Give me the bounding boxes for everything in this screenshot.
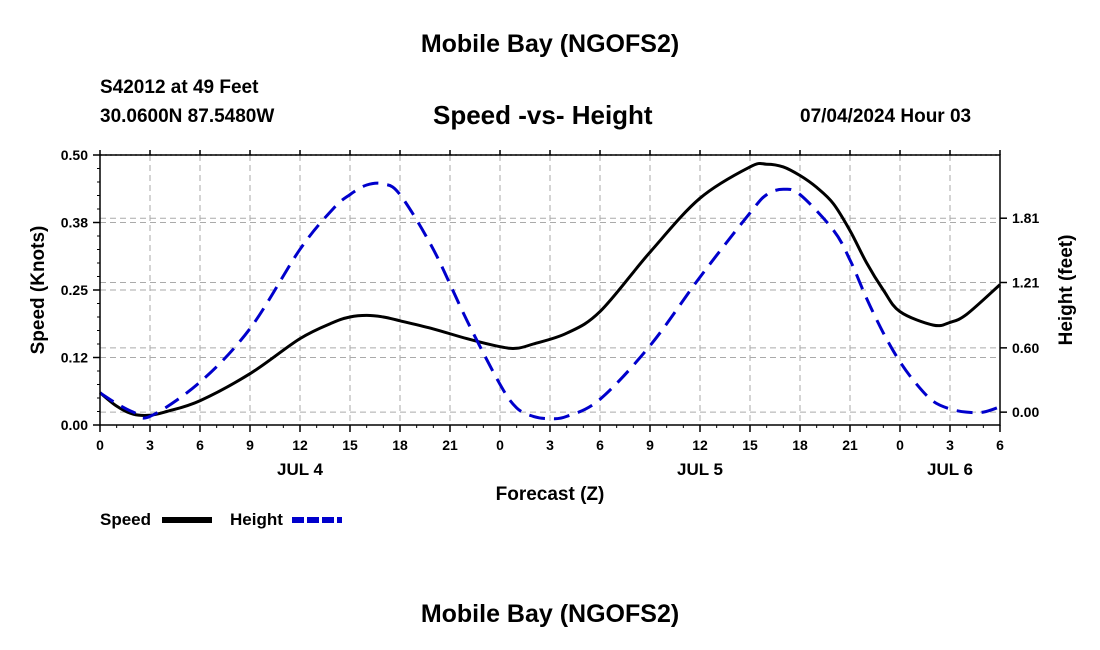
y-tick-label: 0.00 [61, 417, 88, 433]
x-tick-label: 18 [792, 437, 808, 453]
footer-title: Mobile Bay (NGOFS2) [420, 600, 680, 628]
tick-labels: 0 3 6 9 12 15 18 21 0 3 6 9 12 15 18 21 0 3 6 JUL 4 JUL 5 JUL… [61, 147, 1040, 479]
chart-subtitle: Speed -vs- Height [433, 100, 653, 130]
x-tick-label: 0 [896, 437, 904, 453]
tick-marks [93, 150, 1007, 432]
date-label: JUL 4 [277, 460, 324, 479]
y-right-tick-label: 0.00 [1012, 404, 1039, 420]
chart-title: Mobile Bay (NGOFS2) [420, 30, 680, 58]
y-tick-label: 0.38 [61, 215, 88, 231]
x-tick-label: 3 [146, 437, 154, 453]
height-line [99, 181, 1001, 421]
legend: Speed Height [100, 510, 342, 529]
y-axis-right-title: Height (feet) [1056, 235, 1077, 346]
x-tick-label: 21 [442, 437, 458, 453]
y-right-tick-label: 0.60 [1012, 340, 1039, 356]
speed-line [99, 161, 1001, 418]
legend-speed-label: Speed [100, 510, 151, 529]
x-tick-label: 9 [646, 437, 654, 453]
y-tick-label: 0.25 [61, 282, 88, 298]
x-tick-label: 21 [842, 437, 858, 453]
x-tick-label: 0 [496, 437, 504, 453]
x-tick-label: 6 [196, 437, 204, 453]
station-label: S42012 at 49 Feet [100, 77, 259, 98]
grid [100, 154, 1000, 425]
series-lines [99, 161, 1001, 421]
date-label: JUL 5 [677, 460, 723, 479]
x-tick-label: 0 [96, 437, 104, 453]
y-axis-left-title: Speed (Knots) [28, 226, 49, 355]
x-axis-title: Forecast (Z) [496, 484, 605, 505]
y-tick-label: 0.12 [61, 350, 88, 366]
x-tick-label: 3 [546, 437, 554, 453]
y-tick-label: 0.50 [61, 147, 88, 163]
x-tick-label: 3 [946, 437, 954, 453]
x-tick-label: 12 [692, 437, 708, 453]
y-right-tick-label: 1.21 [1012, 275, 1039, 291]
station-coordinates: 30.0600N 87.5480W [100, 106, 275, 127]
date-label: JUL 6 [927, 460, 973, 479]
x-tick-label: 6 [996, 437, 1004, 453]
x-tick-label: 9 [246, 437, 254, 453]
x-tick-label: 6 [596, 437, 604, 453]
x-tick-label: 15 [742, 437, 758, 453]
x-tick-label: 12 [292, 437, 308, 453]
forecast-timestamp: 07/04/2024 Hour 03 [800, 106, 972, 127]
y-right-tick-label: 1.81 [1012, 210, 1039, 226]
x-tick-label: 18 [392, 437, 408, 453]
legend-height-label: Height [230, 510, 283, 529]
x-tick-label: 15 [342, 437, 358, 453]
